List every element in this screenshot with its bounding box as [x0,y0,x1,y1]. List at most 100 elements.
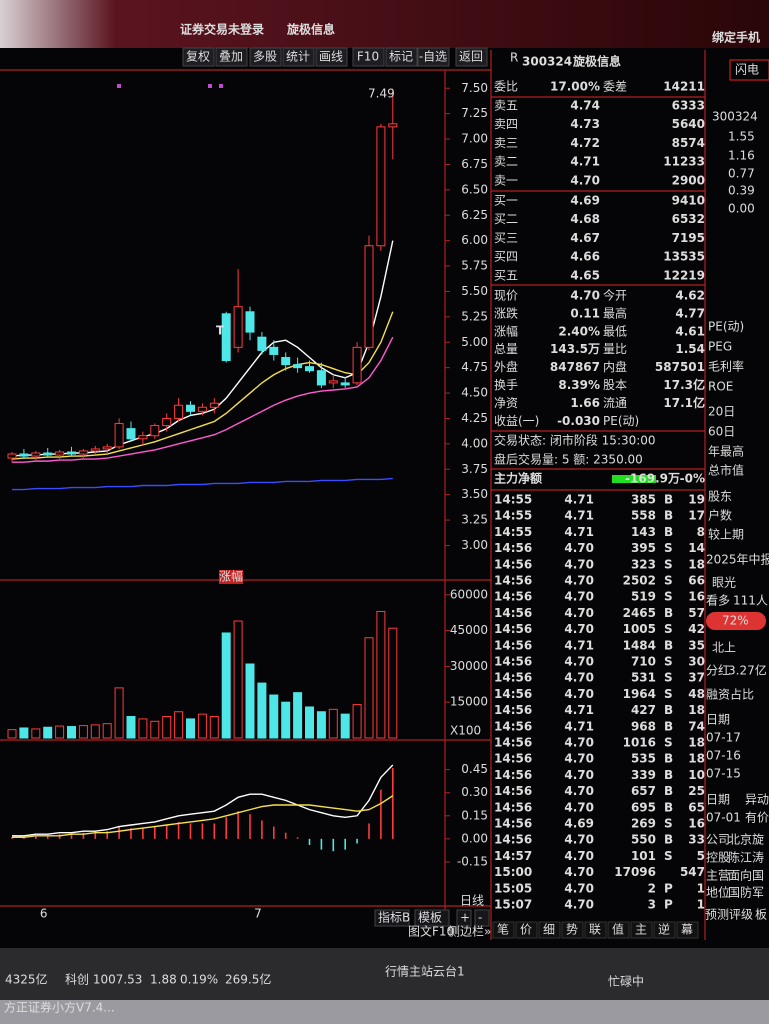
toolbar-button[interactable] [282,47,315,67]
footer-button[interactable] [474,909,490,927]
bind-phone: 绑定手机 [712,30,760,45]
side-text: 异动 [745,793,769,807]
tick-volume: 710 [631,655,656,669]
tab[interactable] [515,921,538,939]
toolbar-button[interactable] [417,47,450,67]
toolbar-button[interactable] [215,47,248,67]
tab[interactable] [584,921,607,939]
tick-time: 14:56 [494,574,532,588]
taskbar-text: 忙碌中 [608,974,644,989]
tick-price: 4.71 [564,493,594,507]
tab[interactable] [492,921,515,939]
quote-value: 4.61 [675,324,705,338]
quote-label: 涨跌 [494,305,518,320]
book-price: 4.66 [570,250,600,264]
book-label: 卖二 [494,155,518,169]
tick-volume: 535 [631,752,656,766]
footer-button[interactable] [414,909,450,927]
frame-lines [0,50,706,940]
y-tick-label: -0.15 [457,854,488,868]
tick-side: S [664,590,673,604]
tick-count: 25 [688,784,705,798]
volume-bar [186,718,195,739]
tick-volume: 427 [631,703,656,717]
tab[interactable] [630,921,653,939]
candle-body [126,428,136,440]
tick-count: 16 [688,590,705,604]
volume-bar [233,620,243,739]
tick-price: 4.70 [564,541,594,555]
tick-volume: 2 [648,881,656,895]
side-text: 陈江涛 [728,850,764,865]
footer-link: 侧边栏» [448,924,491,939]
tick-time: 14:56 [494,606,532,620]
book-volume: 6532 [672,212,705,226]
tab[interactable] [538,921,561,939]
tab[interactable] [607,921,630,939]
tick-side: S [664,849,673,863]
volume-bar [7,729,17,739]
toolbar-button[interactable] [182,47,215,67]
tab[interactable] [653,921,676,939]
candle-body [43,452,53,456]
tick-volume: 3 [648,898,656,912]
quote-value: 847867 [550,360,600,374]
footer-button[interactable] [374,909,410,927]
tick-side: S [664,557,673,571]
book-label: 卖五 [494,99,518,113]
tick-volume: 1005 [623,622,656,636]
unit-label: X100 [450,724,481,738]
side-text: 1.16 [728,149,755,163]
quote-value: 2.40% [558,324,600,338]
footer-button[interactable] [456,909,472,927]
tab-label: 笔 [497,922,509,937]
candle-body [31,452,41,457]
period-label: 日线 [460,894,484,908]
book-price: 4.67 [570,231,600,245]
candle-body [376,126,386,247]
footer-button-label: 模板 [418,911,442,925]
trade-status: 交易状态: 闭市阶段 15:30:00 [494,433,656,448]
side-text: 20日 [708,405,735,419]
y-tick-label: 3.25 [461,513,488,527]
volume-bar [67,726,76,739]
toolbar-button[interactable] [249,47,282,67]
side-text: 面向国 [728,868,764,883]
volume-bar [162,716,172,739]
tick-count: 8 [697,525,705,539]
tick-side: B [664,768,673,782]
toolbar-label: F10 [357,50,379,64]
quote-label: 现价 [494,289,518,303]
quote-value: 0.11 [570,306,600,320]
tick-side: S [664,574,673,588]
candle-body [340,382,350,386]
footer-link: 图文F10 [408,924,454,939]
toolbar-button[interactable] [352,47,385,67]
status-bar [0,948,769,1000]
tick-price: 4.70 [564,800,594,814]
tick-side: S [664,687,673,701]
toolbar-button[interactable] [315,47,348,67]
quote-label: 量比 [603,342,627,356]
toolbar-button[interactable] [455,47,488,67]
title-stock: 旋极信息 [286,22,335,37]
quote-value: 17.00% [550,80,600,94]
book-label: 卖一 [494,173,518,187]
toolbar-button[interactable] [385,47,418,67]
tab[interactable] [676,921,699,939]
y-tick-label: 6.00 [461,233,488,247]
candle-body [257,336,267,351]
tick-price: 4.70 [564,655,594,669]
tick-volume: 143 [631,525,656,539]
tab[interactable] [561,921,584,939]
tick-count: 18 [688,752,705,766]
tick-price: 4.69 [564,817,594,831]
side-text: 板 [755,908,767,922]
candle-body [328,380,338,384]
x-tick-label: 7 [254,907,262,921]
tick-time: 14:56 [494,671,532,685]
book-volume: 7195 [672,231,705,245]
tick-volume: 323 [631,557,656,571]
side-text: PE(动) [708,320,744,334]
y-tick-label: 7.25 [461,106,488,120]
